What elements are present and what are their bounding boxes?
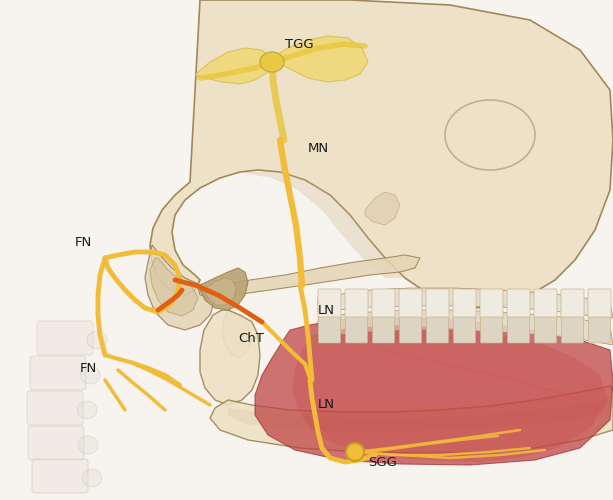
FancyBboxPatch shape	[588, 317, 611, 343]
FancyBboxPatch shape	[373, 317, 395, 343]
Polygon shape	[272, 36, 368, 82]
Polygon shape	[365, 192, 400, 225]
FancyBboxPatch shape	[454, 317, 476, 343]
Text: TGG: TGG	[285, 38, 314, 52]
Polygon shape	[145, 245, 215, 330]
Text: FN: FN	[80, 362, 97, 374]
Text: ChT: ChT	[238, 332, 264, 344]
FancyBboxPatch shape	[28, 426, 84, 460]
FancyBboxPatch shape	[345, 289, 368, 319]
FancyBboxPatch shape	[534, 289, 557, 319]
FancyBboxPatch shape	[37, 321, 93, 355]
FancyBboxPatch shape	[32, 459, 88, 493]
FancyBboxPatch shape	[346, 317, 368, 343]
Polygon shape	[318, 310, 613, 345]
Polygon shape	[200, 268, 248, 310]
Polygon shape	[195, 48, 272, 84]
Text: FN: FN	[75, 236, 92, 248]
Polygon shape	[318, 288, 613, 318]
Ellipse shape	[80, 366, 100, 384]
FancyBboxPatch shape	[426, 289, 449, 319]
FancyBboxPatch shape	[561, 289, 584, 319]
FancyBboxPatch shape	[399, 289, 422, 319]
FancyBboxPatch shape	[535, 317, 557, 343]
Polygon shape	[205, 278, 236, 305]
Ellipse shape	[77, 401, 97, 419]
FancyBboxPatch shape	[480, 289, 503, 319]
Text: SGG: SGG	[368, 456, 397, 468]
Polygon shape	[150, 258, 198, 316]
Polygon shape	[150, 0, 613, 308]
FancyBboxPatch shape	[319, 317, 340, 343]
FancyBboxPatch shape	[507, 289, 530, 319]
FancyBboxPatch shape	[588, 289, 611, 319]
Ellipse shape	[82, 469, 102, 487]
Polygon shape	[228, 400, 613, 432]
FancyBboxPatch shape	[318, 289, 341, 319]
Polygon shape	[222, 310, 252, 358]
FancyBboxPatch shape	[481, 317, 503, 343]
FancyBboxPatch shape	[562, 317, 584, 343]
FancyBboxPatch shape	[400, 317, 422, 343]
Text: MN: MN	[308, 142, 329, 154]
FancyBboxPatch shape	[508, 317, 530, 343]
Polygon shape	[240, 172, 405, 278]
FancyBboxPatch shape	[427, 317, 449, 343]
FancyBboxPatch shape	[30, 356, 86, 390]
Polygon shape	[210, 386, 613, 453]
Ellipse shape	[260, 52, 284, 72]
Polygon shape	[200, 310, 260, 405]
Polygon shape	[292, 325, 608, 462]
Text: LN: LN	[318, 398, 335, 411]
Circle shape	[346, 443, 364, 461]
Text: LN: LN	[318, 304, 335, 316]
FancyBboxPatch shape	[27, 391, 83, 425]
Polygon shape	[198, 255, 420, 298]
Ellipse shape	[87, 331, 107, 349]
FancyBboxPatch shape	[453, 289, 476, 319]
FancyBboxPatch shape	[372, 289, 395, 319]
Polygon shape	[255, 318, 613, 465]
Ellipse shape	[78, 436, 98, 454]
